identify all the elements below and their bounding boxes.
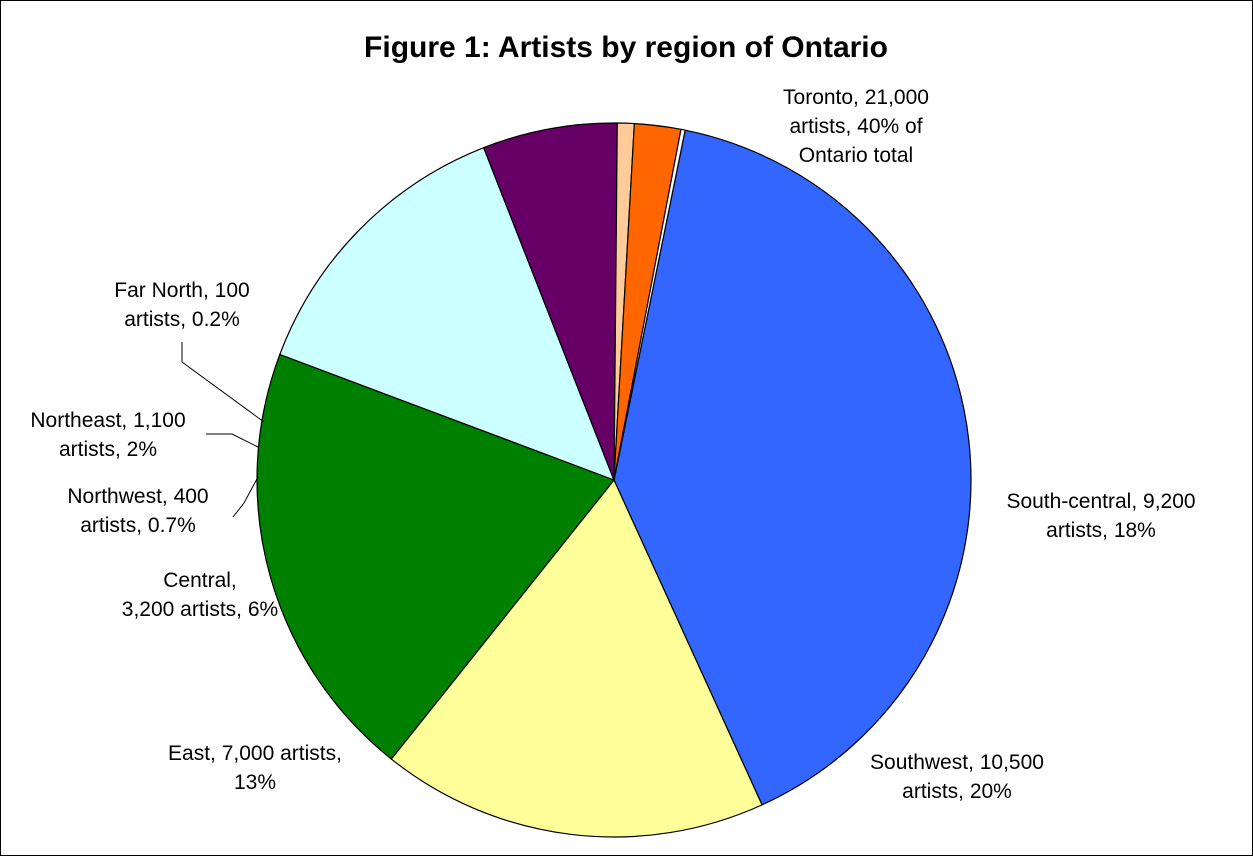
slice-label-line: artists, 2% bbox=[59, 438, 157, 461]
slice-label-line: Toronto, 21,000 bbox=[783, 86, 929, 109]
slice-label-line: South-central, 9,200 bbox=[1006, 490, 1195, 513]
leader-line-northeast bbox=[206, 433, 259, 448]
leader-lines bbox=[181, 342, 265, 518]
slice-label-line: Northwest, 400 bbox=[67, 485, 208, 508]
pie-slices bbox=[256, 122, 972, 838]
slice-label-line: 13% bbox=[234, 771, 276, 794]
slice-labels: Toronto, 21,000 artists, 40% of Ontario to… bbox=[30, 86, 1195, 803]
slice-label-far-north: Far North, 100 artists, 0.2% bbox=[114, 279, 249, 331]
slice-label-line: Northeast, 1,100 bbox=[30, 409, 185, 432]
leader-line-northwest bbox=[232, 476, 259, 518]
slice-label-east: East, 7,000 artists, 13% bbox=[168, 742, 342, 794]
slice-label-line: 3,200 artists, 6% bbox=[122, 598, 278, 621]
leader-line-far-north bbox=[181, 342, 265, 423]
slice-label-toronto: Toronto, 21,000 artists, 40% of Ontario to… bbox=[783, 86, 929, 167]
slice-label-line: artists, 0.7% bbox=[80, 514, 196, 537]
chart-title: Figure 1: Artists by region of Ontario bbox=[364, 31, 888, 64]
pie-slice-southwest bbox=[256, 353, 615, 760]
pie-slice-toronto bbox=[613, 129, 972, 806]
slice-label-line: artists, 18% bbox=[1046, 519, 1156, 542]
slice-label-southwest: Southwest, 10,500 artists, 20% bbox=[870, 751, 1044, 803]
pie-slice-far-north bbox=[613, 128, 686, 481]
slice-label-line: East, 7,000 artists, bbox=[168, 742, 342, 765]
slice-label-line: Southwest, 10,500 bbox=[870, 751, 1044, 774]
slice-label-line: artists, 20% bbox=[902, 780, 1012, 803]
slice-label-line: Far North, 100 bbox=[114, 279, 249, 302]
slice-label-line: artists, 0.2% bbox=[124, 308, 240, 331]
slice-label-central: Central, 3,200 artists, 6% bbox=[122, 569, 278, 621]
slice-label-south-central: South-central, 9,200 artists, 18% bbox=[1006, 490, 1195, 542]
slice-label-northeast: Northeast, 1,100 artists, 2% bbox=[30, 409, 185, 461]
slice-label-line: artists, 40% of bbox=[789, 115, 922, 138]
slice-label-line: Ontario total bbox=[799, 144, 913, 167]
pie-slice-central bbox=[483, 122, 618, 481]
slice-label-line: Central, bbox=[163, 569, 237, 592]
pie-slice-south-central bbox=[390, 479, 763, 838]
pie-slice-east bbox=[279, 147, 615, 481]
slice-label-northwest: Northwest, 400 artists, 0.7% bbox=[67, 485, 208, 537]
